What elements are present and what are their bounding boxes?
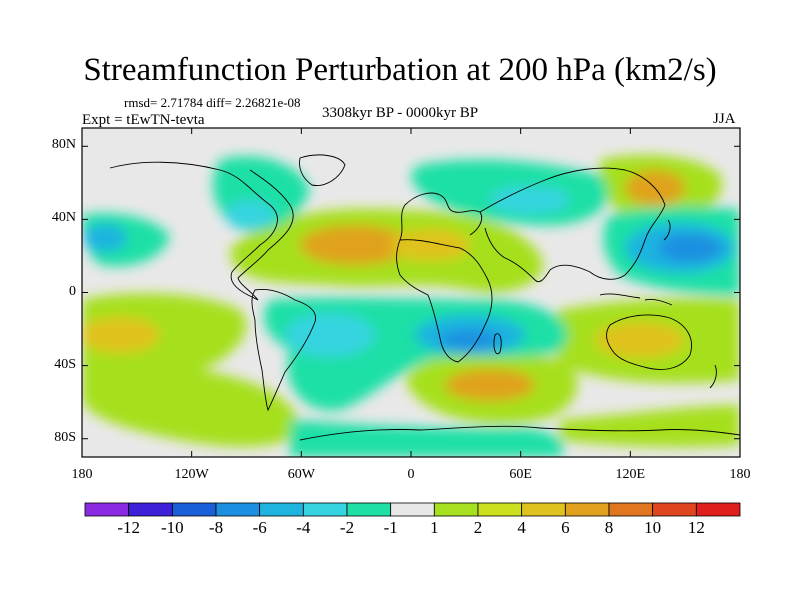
lon-tick-label: 180 bbox=[729, 467, 751, 482]
lon-tick-label: 180 bbox=[71, 467, 93, 482]
lon-tick-label: 120W bbox=[174, 467, 209, 482]
neg-core-eurasia bbox=[490, 186, 570, 214]
colorbar-swatch bbox=[390, 502, 435, 517]
colorbar-swatch bbox=[433, 502, 479, 517]
colorbar-label: -6 bbox=[252, 518, 267, 537]
colorbar-label: 1 bbox=[430, 518, 439, 537]
neg-core-west-pacific-inner bbox=[658, 234, 722, 262]
colorbar-swatch bbox=[608, 502, 654, 517]
coast-greenland bbox=[299, 154, 346, 186]
colorbar-label: 10 bbox=[644, 518, 662, 537]
colorbar-swatch bbox=[215, 502, 261, 517]
colorbar-swatch bbox=[346, 502, 392, 517]
colorbar-swatch bbox=[259, 502, 304, 517]
colorbar-label: 6 bbox=[561, 518, 570, 537]
experiment-label: Expt = tEwTN-tevta bbox=[82, 112, 205, 128]
field-contours bbox=[82, 155, 740, 457]
plot-title: Streamfunction Perturbation at 200 hPa (… bbox=[83, 52, 717, 88]
pos-core-south-indian bbox=[445, 369, 535, 401]
lat-tick-label: 0 bbox=[69, 283, 76, 299]
map-panel bbox=[82, 128, 740, 457]
neg-core-south-africa-inner bbox=[440, 330, 500, 350]
coast-south-america bbox=[251, 289, 317, 412]
colorbar-swatch bbox=[302, 502, 348, 517]
colorbar-swatch bbox=[564, 502, 610, 517]
pos-core-north-africa bbox=[300, 225, 410, 265]
coastlines bbox=[109, 154, 740, 441]
colorbar-label: 2 bbox=[473, 518, 483, 537]
coast-australia bbox=[606, 314, 692, 370]
coast-africa bbox=[396, 239, 493, 363]
pos-core-south-pacific bbox=[82, 317, 160, 353]
colorbar-label: -12 bbox=[117, 518, 140, 537]
colorbar-label: -2 bbox=[339, 518, 355, 537]
colorbar-label: 8 bbox=[604, 518, 614, 537]
pos-core-australia bbox=[595, 322, 685, 358]
colorbar-swatch bbox=[171, 502, 217, 517]
pos-core-sahara bbox=[390, 229, 470, 261]
colorbar-swatch bbox=[695, 502, 741, 517]
coast-antarctica bbox=[299, 425, 740, 441]
coast-asia bbox=[479, 167, 666, 283]
lon-tick-label: 60E bbox=[509, 467, 532, 482]
axis-ticks bbox=[81, 128, 741, 457]
colorbar-swatch bbox=[84, 502, 130, 517]
colorbar bbox=[84, 502, 741, 517]
coast-japan bbox=[663, 219, 671, 241]
colorbar-swatch bbox=[521, 502, 566, 517]
lon-tick-label: 0 bbox=[407, 467, 415, 482]
colorbar-swatch bbox=[477, 502, 523, 517]
neg-region-antarctic bbox=[290, 420, 564, 457]
lon-tick-label: 60W bbox=[287, 467, 315, 482]
colorbar-label: -1 bbox=[383, 518, 398, 537]
season-label: JJA bbox=[713, 111, 736, 127]
lon-tick-label: 120E bbox=[615, 467, 646, 482]
colorbar-label: -10 bbox=[160, 518, 184, 537]
lat-tick-label: 80N bbox=[51, 137, 76, 153]
coast-indonesia bbox=[599, 293, 673, 306]
lat-tick-label: 40S bbox=[54, 356, 76, 372]
coast-madagascar bbox=[493, 333, 502, 355]
colorbar-label: 4 bbox=[517, 518, 526, 537]
neg-core-east-pacific bbox=[83, 224, 127, 252]
coast-europe bbox=[399, 192, 483, 241]
colorbar-label: -8 bbox=[208, 518, 224, 537]
period-label: 3308kyr BP - 0000kyr BP bbox=[322, 105, 479, 121]
colorbar-label: 12 bbox=[687, 518, 705, 537]
stats-line: rmsd= 2.71784 diff= 2.26821e-08 bbox=[124, 95, 301, 110]
coast-new-zealand bbox=[709, 364, 717, 389]
colorbar-swatch bbox=[652, 502, 697, 517]
lat-tick-label: 40N bbox=[51, 210, 76, 226]
neg-core-north-america bbox=[225, 200, 275, 230]
neg-core-south-atlantic bbox=[285, 313, 375, 357]
lat-tick-label: 80S bbox=[54, 429, 76, 445]
coast-north-america bbox=[109, 161, 294, 301]
pos-region-southern-ring bbox=[560, 405, 740, 448]
colorbar-swatch bbox=[128, 502, 173, 517]
colorbar-label: -4 bbox=[296, 518, 311, 537]
